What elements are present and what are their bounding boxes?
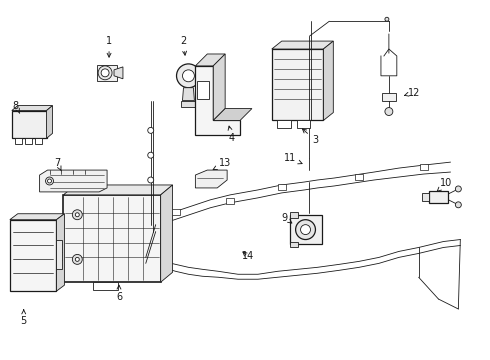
Polygon shape xyxy=(213,54,225,121)
Bar xyxy=(10,220,56,291)
Text: 1: 1 xyxy=(106,36,112,57)
Polygon shape xyxy=(421,193,429,201)
Circle shape xyxy=(385,17,389,21)
Polygon shape xyxy=(40,170,107,192)
Polygon shape xyxy=(213,109,252,121)
Circle shape xyxy=(295,220,316,239)
Polygon shape xyxy=(419,164,428,170)
Bar xyxy=(272,49,323,121)
Circle shape xyxy=(300,225,311,235)
Text: 12: 12 xyxy=(404,88,420,98)
Bar xyxy=(290,212,297,218)
Bar xyxy=(24,138,32,144)
Bar xyxy=(93,282,118,290)
Polygon shape xyxy=(161,185,172,282)
Polygon shape xyxy=(47,105,52,138)
Polygon shape xyxy=(226,198,234,204)
Circle shape xyxy=(148,177,154,183)
Polygon shape xyxy=(114,67,123,79)
Text: 4: 4 xyxy=(228,126,235,143)
Text: 11: 11 xyxy=(284,153,302,164)
Polygon shape xyxy=(323,41,333,121)
Circle shape xyxy=(101,69,109,77)
Text: 8: 8 xyxy=(13,100,20,113)
Text: 14: 14 xyxy=(242,251,254,261)
Circle shape xyxy=(46,177,53,185)
Bar xyxy=(197,81,209,99)
Polygon shape xyxy=(12,105,52,111)
Text: 10: 10 xyxy=(437,178,453,191)
Bar xyxy=(12,111,47,138)
Bar xyxy=(296,121,311,129)
Polygon shape xyxy=(63,185,172,195)
Bar xyxy=(63,195,161,282)
Bar xyxy=(56,239,62,269)
Polygon shape xyxy=(182,88,195,100)
Circle shape xyxy=(75,257,79,261)
Circle shape xyxy=(75,213,79,217)
Text: 5: 5 xyxy=(21,310,27,326)
Polygon shape xyxy=(196,54,225,66)
Bar xyxy=(277,121,291,129)
Polygon shape xyxy=(290,215,322,244)
Polygon shape xyxy=(172,209,179,215)
Polygon shape xyxy=(56,214,64,291)
Polygon shape xyxy=(180,100,196,107)
Text: 9: 9 xyxy=(282,213,292,223)
Polygon shape xyxy=(272,41,333,49)
Text: 13: 13 xyxy=(213,158,231,170)
Text: 3: 3 xyxy=(302,129,318,145)
Polygon shape xyxy=(355,174,363,180)
Circle shape xyxy=(455,186,461,192)
Circle shape xyxy=(385,108,393,116)
Polygon shape xyxy=(429,191,448,203)
Circle shape xyxy=(98,66,112,80)
Polygon shape xyxy=(382,93,396,100)
Circle shape xyxy=(176,64,200,88)
Circle shape xyxy=(73,255,82,264)
Circle shape xyxy=(148,152,154,158)
Polygon shape xyxy=(196,170,227,188)
Circle shape xyxy=(182,70,195,82)
Polygon shape xyxy=(10,214,64,220)
Circle shape xyxy=(148,127,154,133)
Polygon shape xyxy=(97,65,117,81)
Circle shape xyxy=(48,179,51,183)
Text: 6: 6 xyxy=(116,285,122,302)
Bar xyxy=(35,138,42,144)
Text: 2: 2 xyxy=(180,36,187,55)
Bar xyxy=(290,242,297,247)
Polygon shape xyxy=(278,184,286,190)
Circle shape xyxy=(455,202,461,208)
Polygon shape xyxy=(196,66,240,135)
Text: 7: 7 xyxy=(54,158,61,171)
Bar xyxy=(15,138,22,144)
Circle shape xyxy=(73,210,82,220)
